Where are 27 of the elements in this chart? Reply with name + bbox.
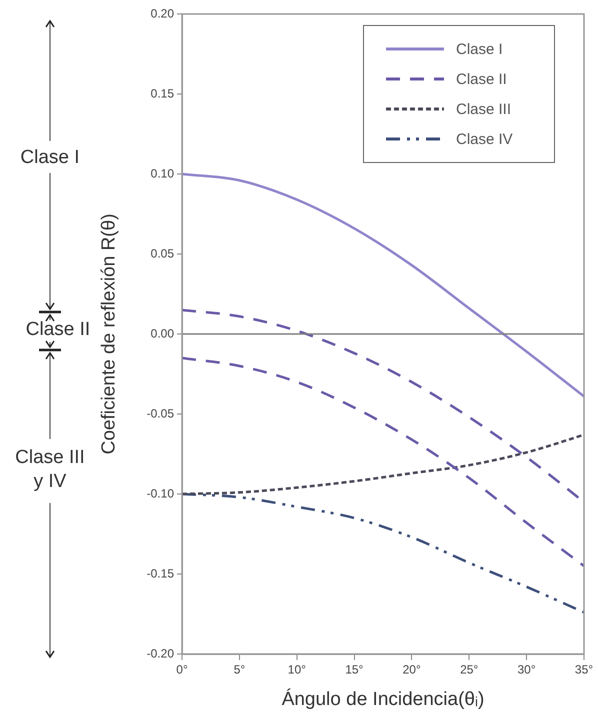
y-tick-label: -0.20 [146, 646, 174, 660]
x-tick-label: 0° [176, 662, 188, 677]
y-tick-label: 0.20 [150, 6, 174, 20]
line-series [182, 172, 584, 398]
x-tick-label: 25° [460, 662, 478, 677]
y-tick-label: -0.15 [146, 566, 174, 580]
x-tick-label: 5° [234, 662, 246, 677]
line-series [182, 434, 584, 496]
x-tick-label: 20° [402, 662, 421, 677]
x-tick-label: 15° [345, 662, 364, 677]
y-tick-label: 0.05 [150, 246, 174, 260]
legend-label: Clase IV [456, 130, 513, 148]
legend-label: Clase III [456, 100, 512, 118]
legend-label: Clase II [456, 70, 507, 88]
y-tick-label: -0.10 [146, 486, 174, 500]
y-tick-label: 0.15 [150, 86, 174, 100]
y-tick-label: 0.00 [150, 326, 174, 340]
y-tick-label: -0.05 [146, 406, 174, 420]
legend-label: Clase I [456, 40, 503, 58]
x-tick-label: 35° [574, 662, 594, 677]
line-series [182, 492, 584, 614]
x-tick-label: 10° [288, 662, 306, 677]
y-tick-label: 0.10 [150, 166, 174, 180]
x-tick-label: 30° [517, 662, 536, 677]
line-series [182, 356, 584, 568]
y-axis-title: Coeficiente de reflexión R(θ) [98, 214, 120, 454]
x-axis-title: Ángulo de Incidencia(θᵢ) [282, 688, 484, 710]
